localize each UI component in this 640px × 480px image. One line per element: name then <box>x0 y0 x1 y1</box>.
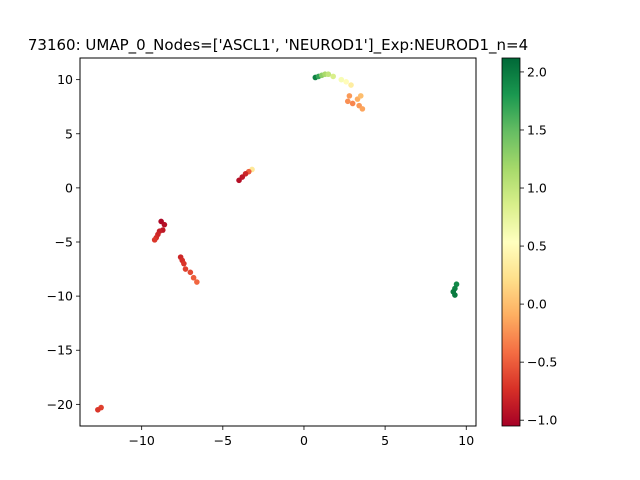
scatter-point <box>344 98 351 105</box>
colorbar-gradient <box>501 57 521 427</box>
colorbar-tick-label: 0.5 <box>527 239 547 254</box>
scatter-point <box>95 406 101 413</box>
colorbar-tick-label: −1.0 <box>527 413 557 428</box>
y-tick-label: −10 <box>47 289 73 304</box>
scatter-point <box>348 82 354 88</box>
y-tick-label: −20 <box>47 397 73 412</box>
scatter-point <box>452 292 458 298</box>
scatter-points <box>95 71 460 413</box>
y-tick-label: 10 <box>57 72 73 87</box>
y-tick-label: −15 <box>47 343 73 358</box>
scatter-point <box>330 73 336 80</box>
scatter-point <box>359 106 366 112</box>
scatter-point <box>187 269 194 276</box>
x-tick-label: −10 <box>128 433 154 448</box>
scatter-point <box>357 93 364 99</box>
axes-frame <box>79 57 477 427</box>
scatter-point <box>181 260 187 267</box>
scatter-point <box>325 71 332 78</box>
scatter-point <box>161 221 168 228</box>
y-tick-label: 5 <box>65 126 73 141</box>
x-tick-label: 5 <box>381 433 389 448</box>
scatter-point <box>346 93 353 99</box>
scatter-point <box>151 237 158 243</box>
colorbar-tick-label: 2.0 <box>527 64 547 79</box>
scatter-point <box>190 274 197 281</box>
y-tick-label: −5 <box>55 235 73 250</box>
scatter-point <box>182 266 189 272</box>
colorbar-tick-label: −0.5 <box>527 355 557 370</box>
scatter-point <box>453 281 460 288</box>
y-tick-label: 0 <box>65 180 73 195</box>
x-tick-label: −5 <box>214 433 232 448</box>
colorbar-tick-label: 0.0 <box>527 297 547 312</box>
x-axis: −10 −5 0 5 10 <box>128 426 474 448</box>
x-tick-label: 0 <box>300 433 308 448</box>
colorbar: −1.0 −0.5 0.0 0.5 1.0 1.5 2.0 <box>501 57 557 428</box>
scatter-point <box>343 79 349 85</box>
scatter-point <box>349 100 356 107</box>
scatter-point <box>194 279 200 285</box>
scatter-point <box>236 177 242 184</box>
colorbar-tick-label: 1.5 <box>527 122 547 137</box>
scatter-point <box>338 76 345 83</box>
plot-area <box>79 57 477 427</box>
x-tick-label: 10 <box>458 433 474 448</box>
colorbar-tick-label: 1.0 <box>527 181 547 196</box>
chart-title: 73160: UMAP_0_Nodes=['ASCL1', 'NEUROD1']… <box>28 36 528 55</box>
y-axis: −20 −15 −10 −5 0 5 10 <box>47 72 80 412</box>
